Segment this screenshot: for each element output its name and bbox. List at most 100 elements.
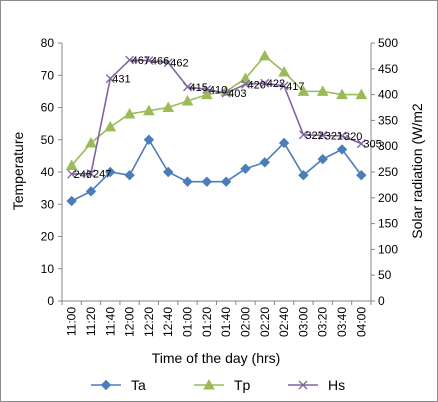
data-point (104, 120, 117, 132)
data-point-stroke (144, 56, 154, 66)
data-point-stroke (318, 130, 328, 140)
data-point (100, 379, 112, 391)
legend-item-ta: Ta (91, 377, 146, 393)
data-point (162, 101, 175, 112)
data-point (105, 74, 115, 84)
data-point-stroke (298, 130, 308, 140)
left-y-tick-label: 0 (47, 294, 54, 308)
x-tick-label: 03:00 (296, 307, 310, 337)
left-y-tick-label: 10 (41, 262, 55, 276)
data-point (298, 380, 308, 390)
x-tick-label: 01:40 (219, 307, 233, 337)
x-tick-label: 02:00 (238, 307, 252, 337)
left-y-tick-label: 60 (41, 101, 55, 115)
data-label: 320 (344, 131, 362, 143)
data-point (143, 134, 155, 145)
x-tick-label: 11:00 (65, 307, 79, 336)
series-line-ta (71, 138, 362, 202)
right-y-tick-label: 450 (378, 62, 398, 76)
data-label: 321 (325, 130, 343, 142)
right-y-tick-label: 250 (378, 165, 398, 179)
data-point (124, 170, 135, 181)
left-y-tick-label: 50 (41, 133, 55, 147)
data-point (163, 166, 174, 178)
data-point (65, 159, 78, 171)
data-point (200, 88, 213, 100)
left-y-tick-label: 80 (41, 36, 55, 50)
data-point-stroke (125, 55, 135, 65)
data-point (318, 130, 328, 140)
right-y-tick-label: 0 (378, 294, 385, 308)
data-point (143, 104, 155, 116)
left-y-axis-title: Temperature (10, 131, 26, 210)
data-point (356, 139, 366, 149)
data-point-stroke (67, 169, 77, 179)
data-point-stroke (86, 169, 96, 179)
data-point (181, 95, 194, 106)
data-point (355, 88, 368, 100)
legend: Ta Tp Hs (91, 377, 345, 393)
legend-item-tp: Tp (194, 377, 251, 393)
right-y-tick-label: 300 (378, 139, 398, 153)
x-tick-label: 01:20 (200, 307, 214, 337)
data-point (279, 81, 289, 91)
data-point (203, 378, 215, 390)
series-line-hs (71, 59, 362, 175)
data-point (240, 163, 251, 174)
data-point (260, 78, 270, 88)
data-point-stroke (163, 58, 173, 68)
data-point (183, 82, 192, 92)
data-point-stroke (260, 78, 270, 88)
data-point (317, 153, 328, 165)
right-y-tick-label: 400 (378, 88, 398, 102)
data-label: 417 (286, 81, 304, 93)
right-y-tick-label: 50 (378, 268, 392, 282)
right-y-axis-title: Solar radiation (W/m2 (409, 103, 425, 239)
data-point (258, 49, 271, 61)
x-tick-label: 12:00 (123, 307, 137, 337)
data-label: 466 (151, 56, 169, 68)
x-tick-label: 03:20 (316, 307, 330, 337)
data-label: 420 (247, 79, 265, 91)
data-point-stroke (298, 380, 308, 390)
data-point (316, 85, 329, 96)
data-point (201, 176, 213, 187)
data-point (298, 130, 308, 140)
right-y-tick-label: 350 (378, 113, 398, 127)
data-point (86, 169, 96, 179)
data-point-stroke (337, 131, 347, 141)
data-point (337, 131, 347, 141)
right-y-tick-label: 500 (378, 36, 398, 50)
data-label: 246 (74, 169, 92, 181)
axes: 0 10 20 30 40 50 60 70 80 0 50 100 150 200 250 300 350 40… (41, 36, 399, 337)
data-point-stroke (241, 79, 250, 89)
data-point (125, 55, 135, 65)
data-point (297, 85, 310, 96)
data-point (336, 88, 348, 100)
data-point (356, 170, 367, 181)
data-point (202, 84, 212, 94)
data-point (144, 56, 154, 66)
data-label: 415 (190, 82, 208, 94)
data-point-stroke (183, 82, 192, 92)
right-y-tick-label: 150 (378, 217, 398, 231)
data-point (182, 176, 193, 187)
data-point (220, 176, 232, 187)
data-label: 403 (228, 88, 246, 100)
x-tick-label: 11:40 (103, 307, 117, 336)
data-point-stroke (202, 84, 212, 94)
left-y-tick-label: 70 (41, 68, 55, 82)
data-label: 467 (132, 55, 150, 67)
legend-label: Ta (131, 377, 146, 393)
left-y-tick-label: 30 (41, 197, 55, 211)
x-tick-label: 02:20 (258, 307, 272, 337)
data-point (336, 144, 348, 155)
right-y-tick-label: 100 (378, 242, 398, 256)
x-tick-label: 12:40 (161, 307, 175, 337)
legend-label: Hs (328, 377, 345, 393)
data-point (241, 79, 250, 89)
data-point (239, 72, 252, 83)
x-axis-title: Time of the day (hrs) (152, 350, 281, 366)
